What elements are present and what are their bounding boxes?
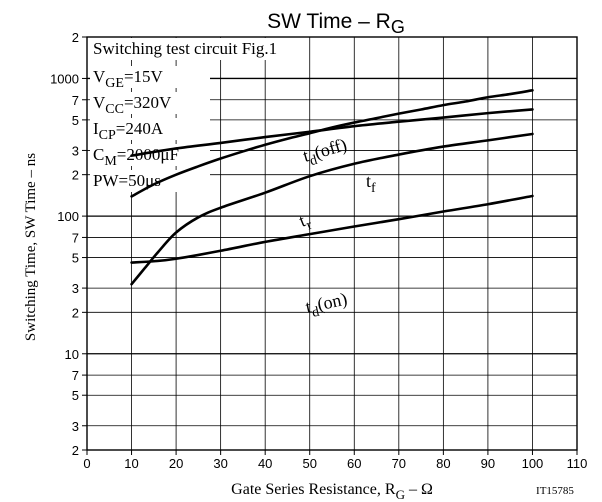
chart-title: SW Time – RG [267, 10, 405, 37]
y-tick-label: 5 [72, 113, 79, 128]
series-line-td-on [130, 194, 534, 264]
y-tick-label: 3 [72, 143, 79, 158]
x-tick-label: 10 [124, 456, 138, 471]
x-tick-label: 70 [392, 456, 406, 471]
y-tick-label: 2 [72, 443, 79, 458]
series-label: td(on) [304, 289, 350, 322]
series-curves [130, 89, 534, 286]
condition-backdrop [90, 144, 210, 166]
plot-frame [86, 36, 578, 451]
condition-backdrop [90, 170, 210, 192]
condition-line: VCC=320V [93, 93, 172, 117]
x-tick-label: 60 [347, 456, 361, 471]
series-line-tf [130, 108, 534, 157]
figure-id: IT15785 [536, 485, 574, 497]
series-label: tr [296, 208, 315, 235]
condition-line: PW=50μs [93, 171, 161, 190]
y-tick-label: 5 [72, 251, 79, 266]
condition-backdrop [90, 92, 210, 114]
series-label: td(off) [301, 134, 351, 170]
x-axis-label: Gate Series Resistance, RG – Ω [231, 481, 433, 502]
condition-line: VGE=15V [93, 67, 164, 91]
series-line-td-off [130, 89, 534, 198]
condition-backdrop [90, 38, 270, 60]
test-conditions: Switching test circuit Fig.1 VGE=15VVCC=3… [90, 38, 277, 192]
x-tick-label: 50 [302, 456, 316, 471]
x-tick-label: 0 [83, 456, 90, 471]
x-tick-label: 40 [258, 456, 272, 471]
y-tick-label: 2 [72, 30, 79, 45]
condition-backdrop [90, 118, 210, 140]
series-line-tr [130, 132, 534, 286]
x-tick-label: 110 [567, 456, 588, 471]
y-tick-label: 2 [72, 168, 79, 183]
y-tick-label: 5 [72, 388, 79, 403]
x-tick-label: 100 [522, 456, 544, 471]
series-label: tf [366, 171, 376, 196]
x-tick-label: 30 [213, 456, 227, 471]
y-tick-label: 1000 [50, 71, 79, 86]
y-tick-label: 2 [72, 305, 79, 320]
x-tick-label: 90 [481, 456, 495, 471]
condition-line: Switching test circuit Fig.1 [93, 39, 277, 58]
y-tick-label: 3 [72, 281, 79, 296]
y-tick-label: 3 [72, 419, 79, 434]
condition-backdrop [90, 66, 210, 88]
y-axis-label: Switching Time, SW Time – ns [23, 153, 39, 341]
y-tick-label: 7 [72, 230, 79, 245]
y-tick-label: 100 [57, 209, 79, 224]
x-tick-label: 80 [436, 456, 450, 471]
axis-ticks: 0 10 20 30 40 50 60 70 80 90 100 110 2 3 5 7 10 2 3 5 7 100 2 3… [50, 30, 587, 471]
y-tick-label: 10 [65, 347, 79, 362]
y-tick-label: 7 [72, 93, 79, 108]
y-tick-label: 7 [72, 368, 79, 383]
x-tick-label: 20 [169, 456, 183, 471]
condition-line: ICP=240A [93, 119, 164, 143]
